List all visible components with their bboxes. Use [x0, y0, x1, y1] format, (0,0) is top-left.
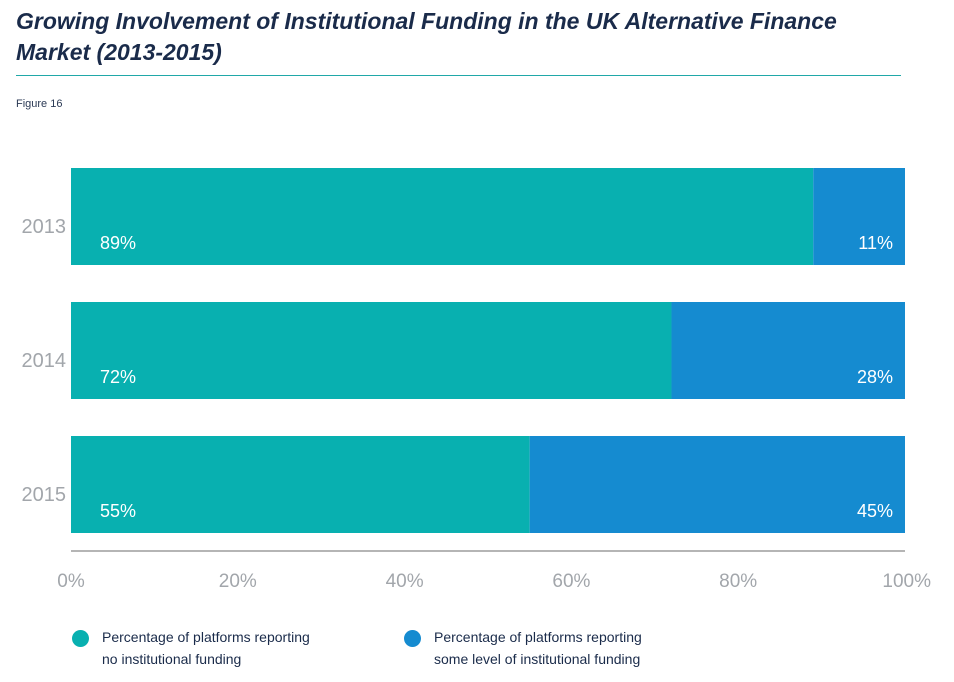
bar-segment-no-funding-2015: [71, 436, 530, 533]
bar-label-no-funding-2014: 72%: [100, 367, 136, 387]
bar-segment-no-funding-2013: [71, 168, 814, 265]
x-tick-label: 0%: [57, 571, 85, 592]
bar-label-some-funding-2014: 28%: [857, 367, 893, 387]
x-tick-label: 60%: [552, 571, 590, 592]
x-tick-label: 40%: [386, 571, 424, 592]
legend-swatch-no-funding: [72, 630, 89, 647]
bar-label-some-funding-2013: 11%: [858, 233, 893, 253]
x-tick-label: 80%: [719, 571, 757, 592]
legend-item-some-funding: Percentage of platforms reporting some l…: [404, 626, 642, 670]
bar-segment-no-funding-2014: [71, 302, 672, 399]
x-tick-label: 20%: [219, 571, 257, 592]
x-tick-label: 100%: [882, 571, 931, 592]
stacked-bar-chart: 89% 11% 2013 72% 28% 2014 55% 45% 2015 0% 20% 40% 60…: [22, 168, 931, 592]
figure-label: Figure 16: [16, 98, 63, 110]
legend-label-no-funding: Percentage of platforms reporting no ins…: [102, 629, 310, 667]
bar-segment-some-funding-2014: [671, 302, 905, 399]
bar-segment-some-funding-2015: [529, 436, 905, 533]
legend-item-no-funding: Percentage of platforms reporting no ins…: [72, 626, 310, 670]
category-label-2013: 2013: [22, 216, 67, 238]
legend-swatch-some-funding: [404, 630, 421, 647]
bar-label-no-funding-2013: 89%: [100, 233, 136, 253]
category-label-2015: 2015: [22, 484, 67, 506]
legend-label-some-funding: Percentage of platforms reporting some l…: [434, 629, 642, 667]
bar-segment-some-funding-2013: [813, 168, 905, 265]
bar-label-no-funding-2015: 55%: [100, 501, 136, 521]
title-divider: [16, 75, 901, 76]
chart-title: Growing Involvement of Institutional Fun…: [16, 8, 837, 65]
bar-label-some-funding-2015: 45%: [857, 501, 893, 521]
category-label-2014: 2014: [22, 350, 67, 372]
